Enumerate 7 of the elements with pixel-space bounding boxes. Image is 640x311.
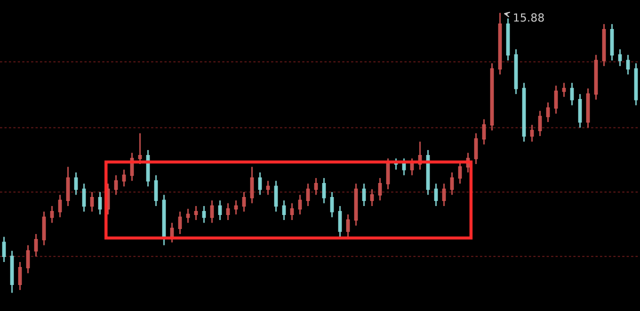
annotation: 15.88	[514, 13, 544, 22]
candlestick	[194, 205, 198, 221]
candlestick	[234, 200, 238, 216]
candlestick	[562, 82, 566, 98]
candlestick	[138, 132, 142, 165]
candlestick	[186, 208, 190, 224]
candlestick	[266, 180, 270, 196]
